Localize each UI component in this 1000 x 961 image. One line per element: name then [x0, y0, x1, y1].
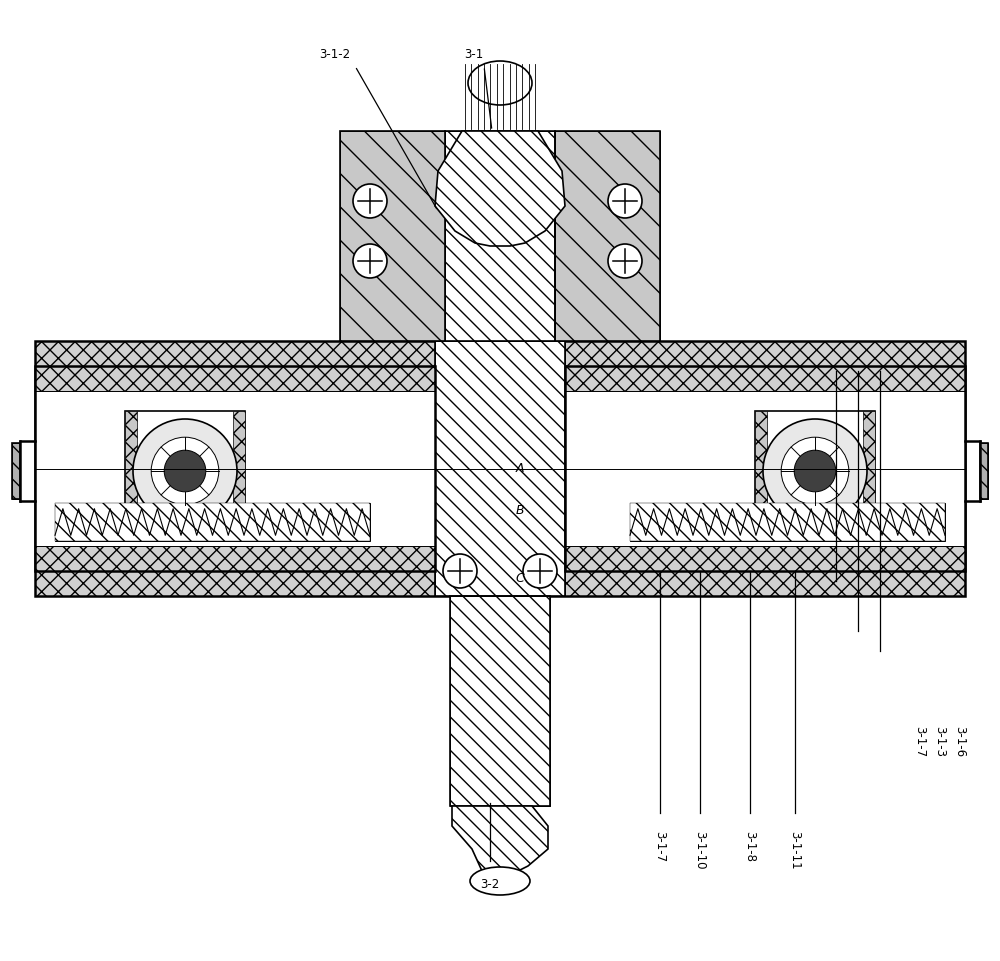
Bar: [233, 411, 245, 531]
Bar: [35, 366, 435, 391]
Circle shape: [353, 244, 387, 278]
Text: A: A: [516, 462, 524, 476]
Circle shape: [523, 554, 557, 588]
Text: B: B: [516, 505, 524, 518]
Bar: [340, 131, 445, 341]
Bar: [565, 366, 965, 391]
Bar: [863, 411, 875, 531]
Text: 3-1-3: 3-1-3: [934, 726, 946, 757]
Bar: [450, 596, 550, 806]
Bar: [450, 596, 550, 806]
Bar: [360, 181, 445, 281]
Bar: [125, 411, 245, 531]
Bar: [755, 411, 875, 531]
Circle shape: [151, 437, 219, 505]
Bar: [980, 443, 988, 499]
Text: 3-1-10: 3-1-10: [694, 831, 706, 870]
Bar: [555, 131, 660, 341]
Bar: [35, 371, 965, 566]
Bar: [35, 566, 965, 596]
Bar: [755, 411, 767, 531]
Bar: [55, 503, 370, 541]
Bar: [35, 341, 965, 596]
Bar: [12, 443, 20, 499]
Circle shape: [608, 184, 642, 218]
Circle shape: [353, 184, 387, 218]
Ellipse shape: [470, 867, 530, 895]
Bar: [55, 503, 370, 541]
Bar: [630, 503, 945, 541]
Bar: [360, 181, 445, 281]
Bar: [125, 411, 137, 531]
Text: C: C: [516, 573, 524, 585]
Text: 3-1-11: 3-1-11: [788, 831, 802, 870]
Bar: [565, 546, 965, 571]
Bar: [630, 503, 945, 541]
Text: 3-1-7: 3-1-7: [914, 726, 926, 757]
Bar: [35, 341, 965, 371]
Bar: [555, 181, 650, 281]
Bar: [435, 341, 565, 596]
Bar: [555, 181, 650, 281]
Bar: [35, 391, 435, 546]
Circle shape: [608, 244, 642, 278]
Circle shape: [164, 450, 206, 492]
Bar: [12, 443, 20, 499]
Bar: [435, 341, 565, 596]
Bar: [565, 366, 965, 571]
Circle shape: [781, 437, 849, 505]
Bar: [565, 391, 965, 546]
Bar: [555, 131, 660, 341]
Text: 3-1-2: 3-1-2: [319, 48, 350, 61]
Polygon shape: [435, 131, 565, 246]
Bar: [445, 131, 555, 341]
Bar: [445, 131, 555, 341]
Circle shape: [133, 419, 237, 523]
Text: 3-1-8: 3-1-8: [744, 831, 757, 862]
Ellipse shape: [468, 61, 532, 105]
Bar: [35, 366, 435, 571]
Text: 3-1-6: 3-1-6: [954, 726, 966, 757]
Circle shape: [794, 450, 836, 492]
Polygon shape: [452, 806, 548, 873]
Circle shape: [763, 419, 867, 523]
Bar: [35, 546, 435, 571]
Circle shape: [443, 554, 477, 588]
Text: 3-2: 3-2: [480, 878, 500, 891]
Bar: [980, 443, 988, 499]
Bar: [340, 131, 445, 341]
Text: 3-1: 3-1: [464, 48, 483, 61]
Text: 3-1-7: 3-1-7: [654, 831, 666, 862]
